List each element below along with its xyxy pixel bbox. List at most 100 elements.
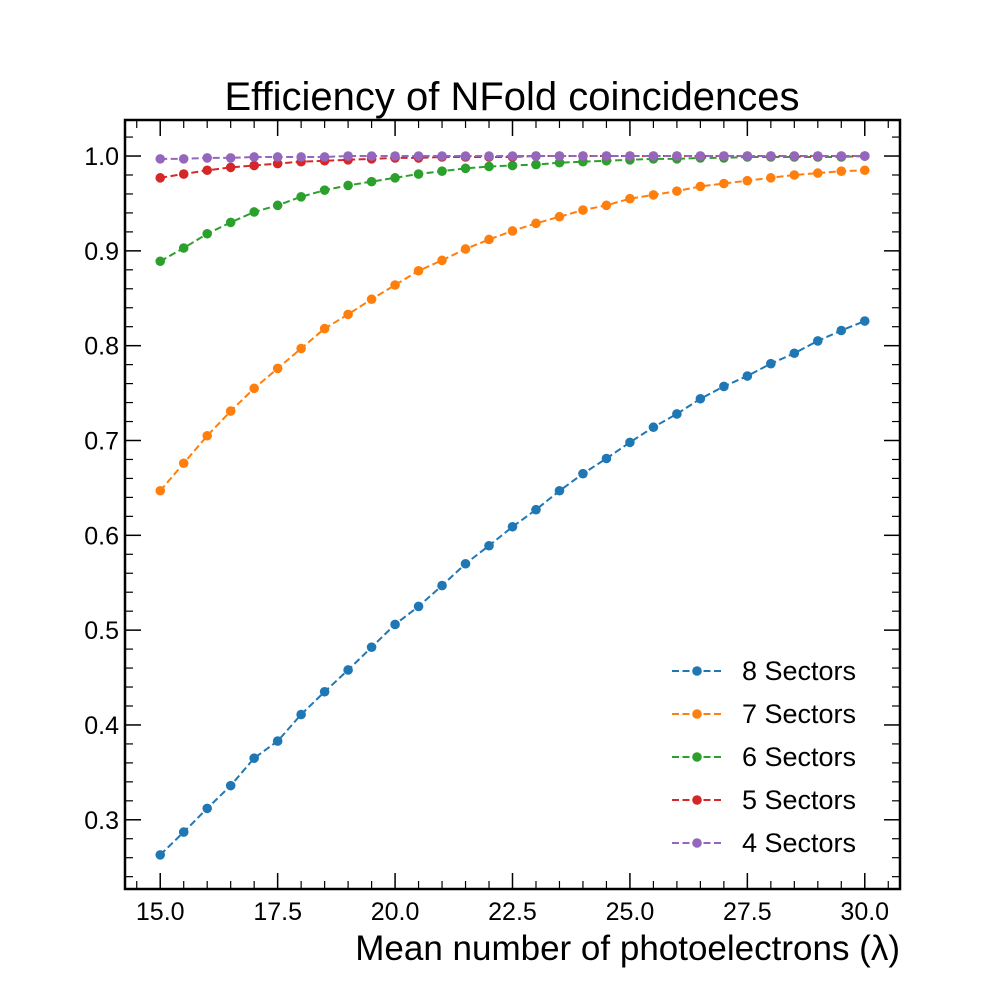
data-point-6-sectors [296,192,306,202]
data-point-8-sectors [296,709,306,720]
data-point-7-sectors [390,280,400,290]
data-point-5-sectors [249,160,259,171]
data-point-4-sectors [601,151,612,161]
data-point-7-sectors [813,168,823,178]
y-tick-label: 0.8 [84,333,119,361]
data-point-6-sectors [554,157,565,168]
data-point-6-sectors [460,163,471,174]
data-point-8-sectors [695,393,706,404]
x-tick-label: 27.5 [723,898,772,926]
x-axis-label: Mean number of photoelectrons (λ) [355,929,900,968]
series-line-6-sectors [159,155,865,263]
series-line-8-sectors [159,320,866,856]
data-point-4-sectors [484,151,494,161]
data-point-7-sectors [437,255,447,266]
data-point-4-sectors [296,152,306,162]
data-point-7-sectors [413,265,424,276]
data-point-4-sectors [178,154,189,164]
y-tick-label: 0.9 [84,238,119,266]
data-point-7-sectors [625,193,635,204]
data-point-4-sectors [719,151,729,161]
y-tick-label: 0.6 [84,522,119,550]
data-point-4-sectors [507,151,518,161]
data-point-8-sectors [719,381,729,392]
data-point-7-sectors [202,430,212,441]
data-point-8-sectors [484,540,494,551]
data-point-4-sectors [695,151,706,161]
data-point-8-sectors [578,468,588,479]
data-point-8-sectors [343,665,353,675]
data-point-4-sectors [437,151,447,161]
data-point-4-sectors [578,151,588,161]
data-point-6-sectors [484,161,494,172]
data-point-4-sectors [648,151,659,161]
legend-item-5-sectors: 5 Sectors [672,785,856,815]
data-point-4-sectors [272,152,283,162]
data-point-5-sectors [155,173,166,183]
data-point-6-sectors [413,169,424,179]
data-point-7-sectors [531,218,541,229]
data-point-4-sectors [766,151,776,161]
data-point-8-sectors [155,850,166,860]
legend-item-7-sectors: 7 Sectors [672,699,856,729]
data-point-7-sectors [155,485,166,496]
y-tick-label: 0.5 [84,617,119,645]
data-point-4-sectors [390,151,400,161]
data-point-7-sectors [225,406,236,416]
legend-marker-5-sectors [692,795,702,805]
data-point-7-sectors [272,363,283,374]
data-point-7-sectors [742,175,753,186]
data-point-6-sectors [437,166,447,177]
y-tick-label: 0.7 [84,427,119,455]
data-point-4-sectors [155,154,166,164]
data-point-8-sectors [742,371,753,381]
plot-area: 15.0 17.5 20.0 22.5 25.0 27.5 30.0 0.3 0.4 0.5 0.6… [84,118,902,926]
data-point-8-sectors [531,504,541,515]
data-point-7-sectors [672,186,682,196]
data-point-4-sectors [672,151,682,161]
data-point-7-sectors [859,165,870,176]
data-point-4-sectors [225,153,236,163]
data-point-4-sectors [789,151,800,161]
data-point-4-sectors [202,153,212,163]
data-point-6-sectors [531,159,541,170]
legend-label-7-sectors: 7 Sectors [742,699,856,729]
x-tick-label: 15.0 [136,898,185,926]
data-point-4-sectors [813,151,823,161]
data-point-7-sectors [484,234,494,245]
data-point-7-sectors [296,343,306,354]
data-point-7-sectors [719,178,729,189]
data-point-4-sectors [460,151,471,161]
data-point-8-sectors [554,485,565,496]
data-point-7-sectors [366,294,377,305]
legend-label-8-sectors: 8 Sectors [742,656,856,686]
data-point-5-sectors [178,169,189,179]
data-point-8-sectors [390,619,400,630]
legend-marker-6-sectors [692,752,702,762]
data-point-4-sectors [625,151,635,161]
data-point-7-sectors [507,226,518,236]
data-point-4-sectors [859,151,870,161]
x-tick-label: 22.5 [488,898,537,926]
data-point-6-sectors [249,207,259,217]
data-point-8-sectors [836,325,847,336]
data-point-8-sectors [437,580,447,591]
x-tick-label: 30.0 [840,898,889,926]
data-point-8-sectors [625,437,635,448]
legend-item-6-sectors: 6 Sectors [672,742,856,772]
data-point-8-sectors [766,358,776,369]
data-point-7-sectors [836,166,847,177]
data-point-6-sectors [272,200,283,211]
data-point-7-sectors [178,458,189,469]
x-tick-label: 17.5 [253,898,302,926]
x-tick-label: 25.0 [606,898,655,926]
legend-marker-4-sectors [692,838,702,848]
legend-label-4-sectors: 4 Sectors [742,828,856,858]
data-point-6-sectors [319,185,330,195]
data-point-8-sectors [319,686,330,697]
data-point-4-sectors [836,151,847,161]
data-point-6-sectors [178,243,189,253]
data-point-4-sectors [343,151,353,161]
